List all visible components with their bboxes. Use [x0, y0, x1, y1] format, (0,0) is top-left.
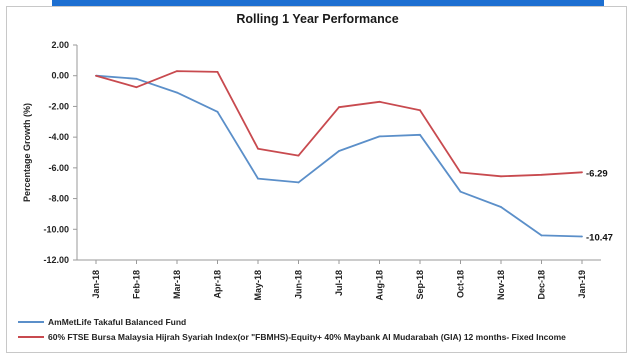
data-point	[216, 70, 219, 73]
x-tick-label: Jan-19	[577, 270, 587, 299]
data-point	[419, 133, 421, 136]
legend-label: AmMetLife Takaful Balanced Fund	[48, 316, 187, 327]
data-point	[378, 135, 381, 138]
x-tick-label: Apr-18	[213, 270, 223, 299]
data-point	[176, 91, 178, 94]
data-point	[338, 150, 340, 152]
legend-item-2: 60% FTSE Bursa Malaysia Hijrah Syariah I…	[18, 329, 566, 344]
x-tick-label: May-18	[253, 270, 263, 301]
data-point	[297, 154, 300, 157]
x-tick-label: Mar-18	[172, 270, 182, 299]
y-tick-label: -4.00	[48, 132, 69, 142]
data-point	[257, 147, 259, 150]
legend-swatch	[18, 320, 44, 323]
data-point	[95, 74, 97, 77]
x-tick-label: Aug-18	[375, 270, 385, 301]
data-point	[459, 171, 462, 174]
data-point	[581, 171, 583, 174]
x-tick-label: Dec-18	[537, 270, 547, 300]
legend-swatch	[18, 335, 44, 338]
legend-label: 60% FTSE Bursa Malaysia Hijrah Syariah I…	[48, 331, 566, 342]
y-tick-label: -10.00	[43, 224, 69, 234]
series-line-1	[95, 74, 583, 238]
chart-title: Rolling 1 Year Performance	[236, 12, 399, 26]
x-tick-label: Nov-18	[496, 270, 506, 300]
x-tick-label: Jan-18	[91, 270, 101, 299]
y-tick-label: 0.00	[51, 71, 69, 81]
end-value-label-2: -6.29	[586, 168, 608, 179]
data-point	[419, 109, 421, 112]
data-point	[581, 235, 583, 238]
y-tick-label: -6.00	[48, 163, 69, 173]
data-point	[216, 110, 219, 113]
data-point	[500, 206, 502, 208]
data-point	[378, 100, 381, 103]
y-tick-label: -2.00	[48, 101, 69, 111]
top-accent-bar	[52, 0, 604, 6]
data-point	[338, 106, 340, 109]
legend-item-1: AmMetLife Takaful Balanced Fund	[18, 314, 566, 329]
end-value-label-1: -10.47	[586, 233, 613, 244]
data-point	[257, 177, 259, 180]
x-tick-label: Sep-18	[415, 270, 425, 300]
data-point	[500, 175, 502, 178]
x-tick-label: Jun-18	[294, 270, 304, 299]
chart-legend: AmMetLife Takaful Balanced Fund 60% FTSE …	[18, 314, 566, 344]
y-tick-label: 2.00	[51, 40, 69, 50]
y-tick-label: -8.00	[48, 194, 69, 204]
data-point	[135, 86, 138, 89]
data-point	[135, 77, 138, 80]
x-tick-label: Feb-18	[132, 270, 142, 299]
chart-frame	[6, 6, 627, 353]
x-tick-label: Jul-18	[334, 270, 344, 296]
data-point	[540, 173, 543, 176]
y-axis-label: Percentage Growth (%)	[22, 103, 32, 202]
data-point	[176, 70, 178, 73]
data-point	[297, 181, 300, 184]
data-point	[540, 234, 543, 237]
x-tick-label: Oct-18	[456, 270, 466, 298]
data-point	[459, 190, 462, 193]
series-line-2	[95, 70, 583, 178]
y-tick-label: -12.00	[43, 255, 69, 265]
